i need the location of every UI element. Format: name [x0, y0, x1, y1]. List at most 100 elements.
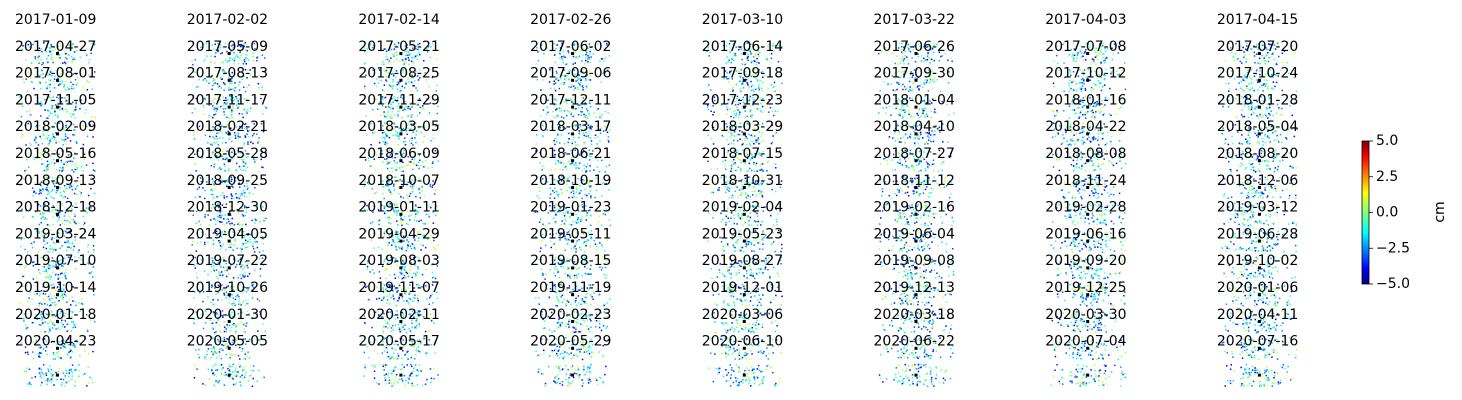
speckle — [1238, 184, 1241, 187]
speckle — [1086, 76, 1088, 78]
speckle — [706, 106, 709, 108]
speckle — [1249, 77, 1252, 80]
speckle — [192, 214, 194, 216]
speckle — [231, 116, 233, 119]
speckle — [393, 54, 395, 56]
speckle — [738, 113, 741, 116]
reference-point — [56, 78, 59, 82]
speckle — [1079, 99, 1082, 101]
speckle — [775, 167, 777, 169]
speckle-map — [364, 149, 439, 173]
speckle — [730, 136, 732, 138]
speckle — [588, 73, 591, 75]
speckle — [1272, 114, 1274, 117]
speckle — [718, 189, 720, 191]
speckle — [238, 106, 240, 108]
speckle — [1268, 103, 1271, 105]
speckle — [905, 166, 907, 168]
speckle — [535, 63, 538, 65]
speckle — [1079, 111, 1082, 113]
speckle — [1254, 194, 1256, 197]
speckle — [737, 103, 739, 106]
speckle — [419, 164, 422, 167]
speckle — [390, 85, 392, 88]
speckle — [55, 209, 57, 211]
speckle — [894, 90, 896, 92]
speckle — [411, 187, 414, 189]
speckle — [582, 151, 585, 154]
speckle — [1230, 47, 1232, 49]
speckle — [223, 195, 225, 197]
speckle — [751, 169, 753, 172]
speckle — [388, 219, 390, 221]
speckle — [195, 222, 197, 224]
speckle — [1094, 154, 1096, 156]
speckle — [749, 115, 752, 117]
speckle — [1245, 61, 1247, 63]
speckle — [84, 99, 87, 101]
speckle — [756, 108, 758, 110]
speckle — [898, 113, 900, 116]
speckle — [202, 104, 205, 106]
speckle — [1257, 132, 1259, 134]
speckle — [1077, 107, 1079, 109]
speckle — [535, 150, 537, 152]
speckle — [1106, 56, 1108, 59]
speckle — [1072, 185, 1075, 187]
speckle — [428, 86, 430, 88]
speckle — [381, 96, 384, 98]
reference-point — [914, 132, 918, 136]
speckle — [902, 83, 904, 86]
speckle — [585, 85, 588, 88]
speckle — [226, 179, 229, 182]
speckle — [80, 166, 83, 168]
speckle — [762, 81, 764, 84]
speckle — [217, 155, 219, 157]
speckle — [394, 133, 397, 136]
speckle — [932, 125, 935, 127]
speckle — [212, 197, 214, 199]
speckle — [898, 42, 901, 44]
speckle — [1256, 155, 1259, 157]
speckle — [1085, 178, 1087, 181]
speckle — [384, 158, 386, 160]
speckle — [406, 44, 408, 46]
speckle — [237, 197, 239, 199]
speckle — [418, 48, 420, 51]
speckle — [406, 183, 409, 186]
speckle — [403, 96, 406, 98]
speckle — [1239, 45, 1242, 47]
speckle — [600, 195, 603, 197]
speckle — [213, 163, 216, 166]
speckle — [86, 135, 89, 138]
speckle — [1270, 100, 1272, 102]
speckle — [1264, 62, 1267, 65]
speckle — [36, 100, 39, 103]
speckle — [1052, 60, 1055, 62]
speckle — [219, 44, 221, 46]
speckle — [400, 153, 402, 155]
speckle-map — [21, 122, 94, 146]
speckle — [756, 61, 758, 63]
speckle — [1060, 182, 1062, 185]
speckle — [1234, 124, 1237, 126]
speckle — [44, 218, 46, 220]
speckle — [1263, 59, 1265, 62]
speckle — [937, 170, 939, 173]
speckle — [211, 207, 213, 209]
speckle — [385, 58, 387, 61]
speckle — [417, 103, 419, 106]
speckle — [1257, 192, 1260, 194]
speckle — [239, 51, 241, 53]
speckle — [924, 179, 926, 181]
speckle — [755, 141, 757, 143]
speckle — [1273, 139, 1276, 141]
speckle — [759, 52, 761, 54]
speckle — [414, 177, 416, 180]
speckle — [738, 98, 740, 101]
speckle — [379, 114, 382, 116]
speckle — [59, 130, 62, 132]
speckle — [69, 207, 71, 209]
speckle — [57, 77, 59, 79]
speckle — [1247, 181, 1249, 184]
